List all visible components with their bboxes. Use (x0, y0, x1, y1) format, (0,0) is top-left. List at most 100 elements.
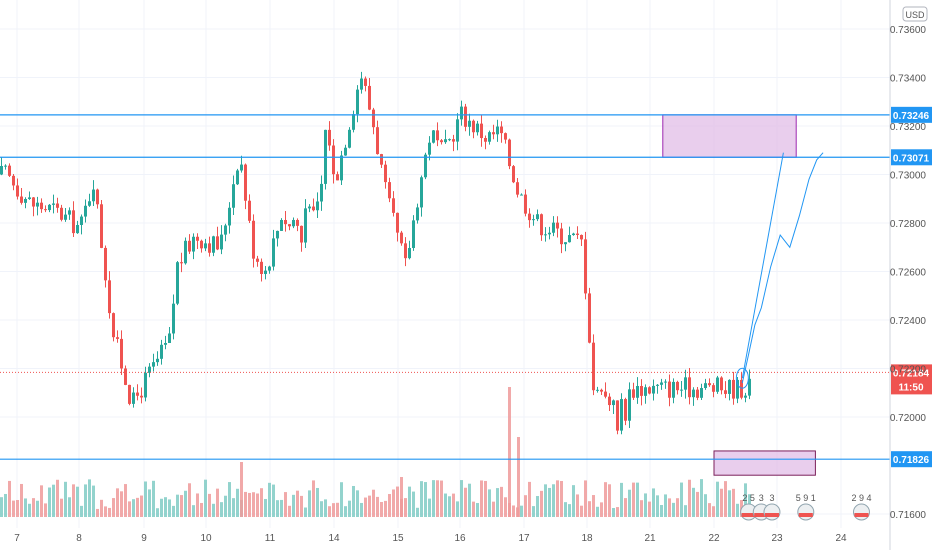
candle-body (108, 280, 111, 314)
candle-body (536, 214, 539, 220)
volume-bar (412, 491, 415, 517)
candle-body (424, 154, 427, 178)
candle-body (60, 207, 63, 220)
price-tick-label: 0.71600 (890, 510, 927, 521)
candle-body (24, 198, 27, 203)
volume-bar (216, 488, 219, 517)
candle-body (332, 145, 335, 175)
candle-body (392, 198, 395, 213)
volume-bar (252, 492, 255, 517)
candle-body (236, 170, 239, 185)
volume-bar (576, 494, 579, 517)
level-price-tag[interactable] (891, 106, 932, 123)
candle-body (680, 389, 683, 391)
support-zone[interactable] (713, 450, 816, 476)
candle-body (364, 78, 367, 86)
candle-body (352, 114, 355, 130)
current-price-tag[interactable] (891, 364, 932, 395)
candle-body (452, 139, 455, 142)
volume-bar (524, 495, 527, 517)
candle-body (456, 119, 459, 142)
drawings[interactable] (735, 152, 824, 389)
volume-bar (732, 488, 735, 517)
volume-bar (680, 482, 683, 517)
volume-bar (636, 482, 639, 517)
volume-bar (464, 487, 467, 517)
candle-body (656, 384, 659, 386)
candle-body (80, 216, 83, 225)
candle-body (368, 85, 371, 110)
volume-bar (660, 505, 663, 517)
volume-bar (104, 506, 107, 517)
volume-bar (392, 489, 395, 517)
candle-body (560, 228, 563, 245)
candle-body (40, 202, 43, 210)
candle-body (20, 196, 23, 203)
level-price-label: 0.73071 (893, 153, 930, 164)
volume-bar (556, 480, 559, 517)
flag-icon[interactable] (852, 503, 870, 521)
volume-bar (40, 485, 43, 517)
candle-body (604, 391, 607, 397)
candle-body (564, 242, 567, 245)
candle-body (132, 392, 135, 404)
volume-bar (84, 484, 87, 517)
candle-body (468, 120, 471, 127)
volume-bar (324, 499, 327, 517)
time-axis[interactable]: 7 8 9 10 11 14 15 16 17 18 21 22 23 24 (14, 533, 847, 544)
volume-bar (264, 498, 267, 517)
candle-body (400, 232, 403, 244)
volume-bar (340, 482, 343, 517)
projected-path[interactable] (741, 152, 824, 384)
volume-bar (160, 498, 163, 517)
candle-body (592, 342, 595, 391)
resistance-zone[interactable] (662, 114, 797, 158)
zones[interactable] (662, 114, 816, 476)
candle-body (380, 154, 383, 165)
volume-bar (180, 495, 183, 517)
volume-bar (380, 501, 383, 517)
candle-body (488, 132, 491, 142)
flag-icon[interactable] (797, 503, 815, 521)
time-tick-label: 18 (581, 533, 593, 544)
candle-body (28, 197, 31, 199)
candle-body (516, 182, 519, 195)
volume-bar (300, 495, 303, 517)
candle-body (172, 303, 175, 334)
volume-bar (52, 484, 55, 517)
volume-bar (600, 502, 603, 517)
volume-bar (48, 487, 51, 517)
event-marker-label: 3 (769, 493, 774, 503)
candle-body (660, 382, 663, 385)
candle-body (312, 206, 315, 211)
level-price-tag[interactable] (891, 149, 932, 166)
volume-bar (404, 498, 407, 517)
volume-bar (668, 498, 671, 517)
level-price-tag[interactable] (891, 451, 932, 468)
volume-bar (716, 481, 719, 517)
candle-body (244, 164, 247, 201)
volume-bar (152, 480, 155, 517)
candle-body (68, 210, 71, 215)
currency-badge[interactable]: USD (902, 6, 928, 22)
trendline[interactable] (741, 152, 784, 379)
volume-bar (208, 493, 211, 517)
horizontal-levels[interactable] (0, 114, 890, 460)
price-axis[interactable]: 0.73246 0.73071 0.71826 0.72184 11:50 0.73600… (889, 0, 932, 550)
candle-body (644, 387, 647, 396)
volume-bar (24, 498, 27, 517)
candle-body (528, 213, 531, 221)
volume-bar (612, 508, 615, 517)
candle-body (160, 344, 163, 359)
candle-body (336, 174, 339, 181)
candle-body (196, 236, 199, 241)
volume-bar (448, 496, 451, 517)
flag-icon[interactable] (763, 503, 781, 521)
candle-body (340, 155, 343, 181)
volume-bar (608, 484, 611, 517)
volume-bar (664, 494, 667, 517)
highlight-circle[interactable] (735, 367, 749, 389)
volume-bar (704, 494, 707, 517)
